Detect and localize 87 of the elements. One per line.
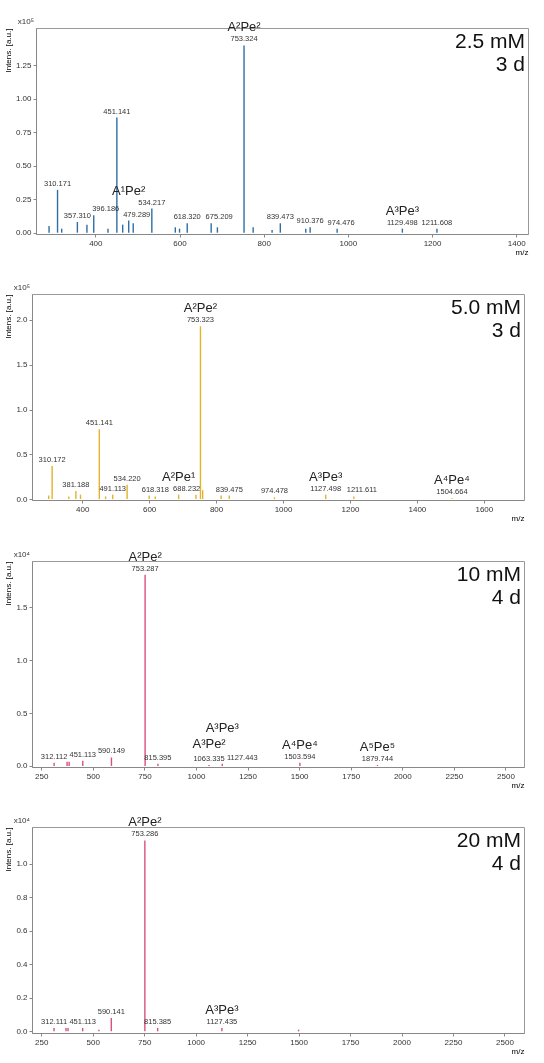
annotation: A²Pe² — [128, 548, 163, 564]
text: 4 d — [491, 585, 521, 608]
annotation: A³Pe³ — [385, 202, 420, 218]
y-axis-title: Intens. [a.u.] — [3, 28, 13, 73]
y-tick-label: 1.5 — [16, 602, 29, 612]
annotation: A³Pe² — [192, 735, 227, 751]
x-tick-label: 2000 — [393, 771, 413, 781]
x-tick-label: 800 — [209, 504, 224, 514]
text: 3 d — [495, 52, 525, 75]
x-tick-label: 600 — [142, 504, 157, 514]
annotation: A⁴Pe⁴ — [434, 472, 470, 488]
y-tick-label: 1.5 — [16, 360, 29, 370]
annotation: A²Pe² — [227, 19, 262, 35]
x-tick-label: 1500 — [290, 1037, 309, 1047]
x-tick-label: 1500 — [290, 771, 310, 781]
annotation: A³Pe³ — [205, 1001, 240, 1017]
x-tick-label: 1200 — [341, 504, 360, 514]
annotation: A²Pe² — [183, 300, 218, 316]
y-tick-label: 0.2 — [16, 993, 29, 1003]
x-tick-label: 400 — [76, 504, 90, 514]
x-tick-label: 1000 — [187, 771, 206, 781]
y-tick-label: 0.6 — [16, 926, 29, 936]
y-tick-label: 1.00 — [15, 94, 33, 104]
y-tick-label: 2.0 — [16, 315, 29, 325]
annotation: A³Pe³ — [205, 719, 240, 735]
text: x10⁵ — [17, 17, 34, 26]
x-tick-label: 800 — [257, 238, 272, 248]
text: x10⁴ — [13, 550, 31, 559]
x-tick-label: 1000 — [274, 504, 293, 514]
y-tick-label: 0.25 — [15, 194, 33, 204]
x-axis-title: m/z — [515, 247, 529, 257]
text: x10⁴ — [13, 816, 31, 825]
y-axis-title: Intens. [a.u.] — [4, 294, 14, 339]
x-tick-label: 750 — [138, 771, 153, 781]
chart-title: 20 mM — [456, 828, 521, 851]
y-tick-label: 0.00 — [15, 228, 33, 238]
annotation: A²Pe² — [128, 814, 163, 830]
y-tick-label: 1.0 — [16, 859, 29, 869]
x-axis-title: m/z — [511, 513, 525, 523]
annotation: A²Pe¹ — [162, 468, 196, 484]
x-tick-label: 2500 — [496, 1037, 515, 1047]
x-tick-label: 250 — [35, 771, 49, 781]
x-tick-label: 2250 — [444, 1037, 463, 1047]
chart-title: 5.0 mM — [450, 295, 521, 318]
chart-title: 2.5 mM — [454, 29, 525, 52]
x-tick-label: 750 — [138, 1037, 152, 1047]
x-tick-label: 2000 — [393, 1037, 412, 1047]
x-tick-label: 500 — [86, 771, 101, 781]
y-tick-label: 0.5 — [16, 449, 29, 459]
y-tick-label: 0.0 — [16, 1026, 29, 1036]
y-tick-label: 1.25 — [15, 60, 33, 70]
annotation: A³Pe³ — [309, 468, 343, 484]
text: x10⁵ — [13, 283, 30, 292]
x-tick-label: 1250 — [238, 1037, 258, 1047]
x-tick-label: 600 — [173, 238, 188, 248]
x-axis-title: m/z — [511, 1046, 525, 1056]
x-tick-label: 1200 — [423, 238, 442, 248]
y-tick-label: 1.0 — [16, 655, 29, 665]
x-tick-label: 1750 — [342, 771, 361, 781]
annotation: A⁴Pe⁴ — [282, 736, 318, 752]
x-tick-label: 1600 — [475, 504, 494, 514]
x-tick-label: 400 — [89, 238, 104, 248]
y-axis-title: Intens. [a.u.] — [4, 561, 14, 606]
x-tick-label: 2250 — [445, 771, 464, 781]
x-tick-label: 1400 — [408, 504, 427, 514]
x-tick-label: 1000 — [187, 1037, 206, 1047]
x-tick-label: 1250 — [239, 771, 258, 781]
x-tick-label: 2500 — [497, 771, 516, 781]
x-tick-label: 500 — [86, 1037, 101, 1047]
y-tick-label: 0.75 — [15, 127, 33, 137]
y-tick-label: 0.8 — [16, 892, 29, 902]
x-tick-label: 1000 — [339, 238, 358, 248]
x-tick-label: 1400 — [507, 238, 527, 248]
y-tick-label: 0.4 — [16, 959, 29, 969]
y-tick-label: 0.0 — [16, 761, 29, 771]
y-tick-label: 0.5 — [16, 708, 29, 718]
y-axis-title: Intens. [a.u.] — [4, 827, 14, 872]
annotation: A⁵Pe⁵ — [359, 738, 396, 754]
chart-title: 10 mM — [456, 562, 521, 585]
y-tick-label: 1.0 — [16, 405, 29, 415]
x-tick-label: 250 — [35, 1037, 49, 1047]
x-axis-title: m/z — [511, 780, 525, 790]
text: 3 d — [491, 318, 521, 341]
y-tick-label: 0.50 — [15, 161, 33, 171]
y-tick-label: 0.0 — [16, 494, 29, 504]
x-tick-label: 1750 — [341, 1037, 360, 1047]
text: 4 d — [491, 851, 521, 874]
